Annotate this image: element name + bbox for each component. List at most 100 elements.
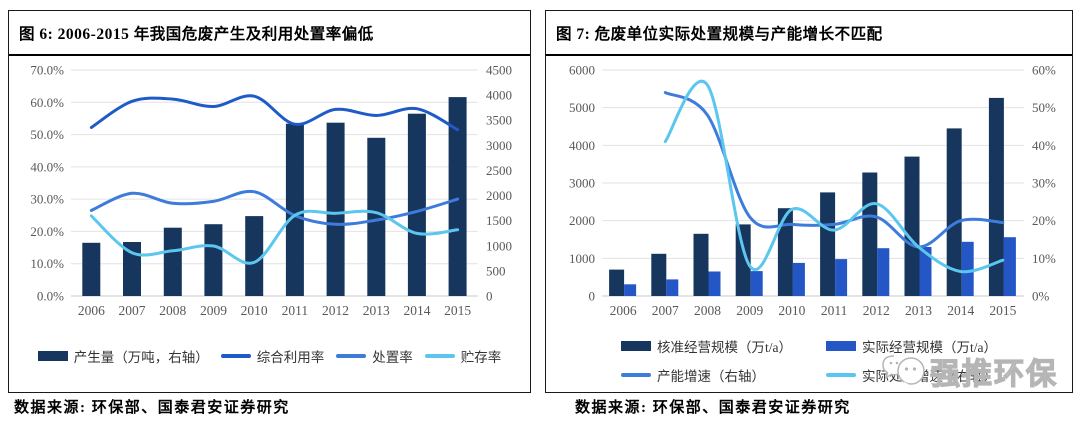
x-axis-tick-label: 2013 bbox=[905, 303, 932, 318]
bar bbox=[163, 227, 182, 296]
bar bbox=[693, 233, 709, 296]
right-axis-tick-label: 0 bbox=[486, 289, 493, 304]
x-axis-tick-label: 2006 bbox=[78, 303, 105, 318]
legend-line-swatch bbox=[621, 373, 651, 377]
figure7-source: 数据来源: 环保部、国泰君安证券研究 bbox=[575, 400, 851, 416]
bar bbox=[835, 259, 848, 296]
bar bbox=[750, 271, 763, 296]
bar bbox=[792, 262, 805, 296]
legend-bar-swatch bbox=[826, 341, 856, 351]
x-axis-tick-label: 2015 bbox=[989, 303, 1016, 318]
right-axis-tick-label: 1000 bbox=[486, 238, 512, 253]
left-axis-tick-label: 0.0% bbox=[37, 289, 64, 304]
right-axis-tick-label: 4000 bbox=[486, 88, 512, 103]
line-series bbox=[89, 189, 460, 226]
right-axis-tick-label: 40% bbox=[1032, 138, 1056, 153]
bar bbox=[651, 253, 667, 296]
x-axis-tick-label: 2007 bbox=[652, 303, 679, 318]
figure6-title: 图 6: 2006-2015 年我国危废产生及利用处置率偏低 bbox=[9, 11, 530, 56]
right-axis-tick-label: 60% bbox=[1032, 63, 1056, 78]
bar bbox=[285, 123, 304, 296]
line-series bbox=[89, 94, 460, 132]
bar bbox=[904, 156, 920, 296]
bar bbox=[609, 269, 625, 296]
legend-item: 贮存率 bbox=[424, 346, 502, 366]
legend-item: 实际经营规模（万t/a） bbox=[826, 336, 997, 356]
x-axis-tick-label: 2015 bbox=[444, 303, 471, 318]
right-axis-tick-label: 3500 bbox=[486, 113, 512, 128]
bar bbox=[961, 241, 974, 296]
legend-item: 产生量（万吨，右轴） bbox=[37, 346, 209, 366]
x-axis-tick-label: 2009 bbox=[200, 303, 227, 318]
x-axis-tick-label: 2014 bbox=[403, 303, 430, 318]
left-axis-tick-label: 70.0% bbox=[30, 63, 64, 78]
x-axis-tick-label: 2008 bbox=[694, 303, 721, 318]
legend-item: 处置率 bbox=[336, 346, 413, 366]
bar bbox=[919, 247, 932, 296]
left-axis-tick-label: 1000 bbox=[569, 251, 595, 266]
bar bbox=[946, 128, 962, 296]
legend-label: 产能增速（右轴） bbox=[657, 369, 765, 384]
x-axis-tick-label: 2011 bbox=[282, 303, 309, 318]
bar bbox=[988, 97, 1004, 297]
right-axis-tick-label: 10% bbox=[1032, 251, 1056, 266]
bar bbox=[407, 113, 426, 296]
legend-label: 贮存率 bbox=[460, 350, 502, 365]
bar bbox=[777, 208, 793, 296]
left-axis-tick-label: 5000 bbox=[569, 100, 595, 115]
bar bbox=[204, 224, 223, 296]
bar bbox=[820, 192, 836, 296]
right-axis-tick-label: 3000 bbox=[486, 138, 512, 153]
bar bbox=[666, 279, 679, 296]
right-axis-tick-label: 1500 bbox=[486, 213, 512, 228]
left-axis-tick-label: 6000 bbox=[569, 63, 595, 78]
figure7-chart: 0 1000 2000 3000 4000 5000 6000 0% 10% 20% 30% 40% 5… bbox=[569, 63, 1056, 319]
bar bbox=[448, 97, 467, 296]
legend-item: 产能增速（右轴） bbox=[621, 365, 792, 385]
bar bbox=[245, 216, 264, 296]
legend-line-swatch bbox=[826, 373, 856, 377]
x-axis-tick-label: 2014 bbox=[947, 303, 974, 318]
legend-line-swatch bbox=[336, 354, 367, 358]
bar bbox=[1003, 237, 1016, 296]
right-axis-tick-label: 30% bbox=[1032, 176, 1056, 191]
legend-bar-swatch bbox=[621, 341, 651, 351]
figure7-panel: 图 7: 危废单位实际处置规模与产能增长不匹配 0 1000 2000 3000 400… bbox=[545, 10, 1073, 393]
right-axis-tick-label: 2500 bbox=[486, 163, 512, 178]
legend-bar-swatch bbox=[37, 351, 68, 361]
left-axis-tick-label: 50.0% bbox=[30, 127, 64, 142]
right-axis-tick-label: 500 bbox=[486, 263, 506, 278]
figure7-title: 图 7: 危废单位实际处置规模与产能增长不匹配 bbox=[546, 11, 1072, 56]
legend-line-swatch bbox=[220, 354, 251, 358]
x-axis-tick-label: 2006 bbox=[610, 303, 637, 318]
left-axis-tick-label: 10.0% bbox=[30, 256, 64, 271]
legend-line-swatch bbox=[424, 354, 455, 358]
figure6-chart: 0.0% 10.0% 20.0% 30.0% 40.0% 50.0% 60.0% 70.0% 0… bbox=[30, 63, 512, 319]
bar bbox=[82, 242, 101, 296]
figure7-legend: 核准经营规模（万t/a） 实际经营规模（万t/a） 产能增速（右轴） 实际处理增速（右… bbox=[546, 336, 1072, 385]
line-series bbox=[663, 91, 1005, 249]
right-axis-tick-label: 0% bbox=[1032, 289, 1050, 304]
left-axis-tick-label: 20.0% bbox=[30, 224, 64, 239]
bar bbox=[877, 248, 890, 296]
bar bbox=[624, 284, 637, 296]
legend-label: 产生量（万吨，右轴） bbox=[73, 350, 209, 365]
left-axis-tick-label: 4000 bbox=[569, 138, 595, 153]
legend-label: 实际处理增速（右轴） bbox=[862, 369, 997, 384]
left-axis-tick-label: 3000 bbox=[569, 176, 595, 191]
x-axis-tick-label: 2011 bbox=[821, 303, 848, 318]
right-axis-tick-label: 4500 bbox=[486, 63, 512, 78]
legend-label: 实际经营规模（万t/a） bbox=[862, 340, 997, 355]
line-series bbox=[89, 209, 460, 265]
line-series bbox=[663, 80, 1005, 274]
bar bbox=[735, 224, 751, 296]
bar bbox=[862, 172, 878, 296]
legend-item: 综合利用率 bbox=[220, 346, 324, 366]
legend-item: 实际处理增速（右轴） bbox=[826, 365, 997, 385]
x-axis-tick-label: 2010 bbox=[778, 303, 805, 318]
bar bbox=[326, 122, 345, 296]
legend-label: 核准经营规模（万t/a） bbox=[657, 340, 792, 355]
x-axis-tick-label: 2010 bbox=[241, 303, 268, 318]
left-axis-tick-label: 60.0% bbox=[30, 95, 64, 110]
legend-label: 处置率 bbox=[372, 350, 413, 365]
